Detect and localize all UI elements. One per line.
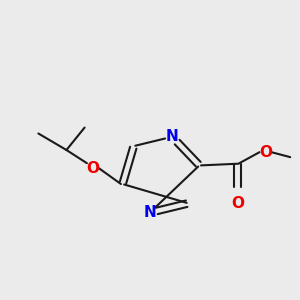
Text: O: O (86, 161, 99, 176)
Text: N: N (143, 205, 156, 220)
Text: N: N (166, 129, 178, 144)
Text: O: O (259, 145, 272, 160)
Text: O: O (231, 196, 244, 211)
